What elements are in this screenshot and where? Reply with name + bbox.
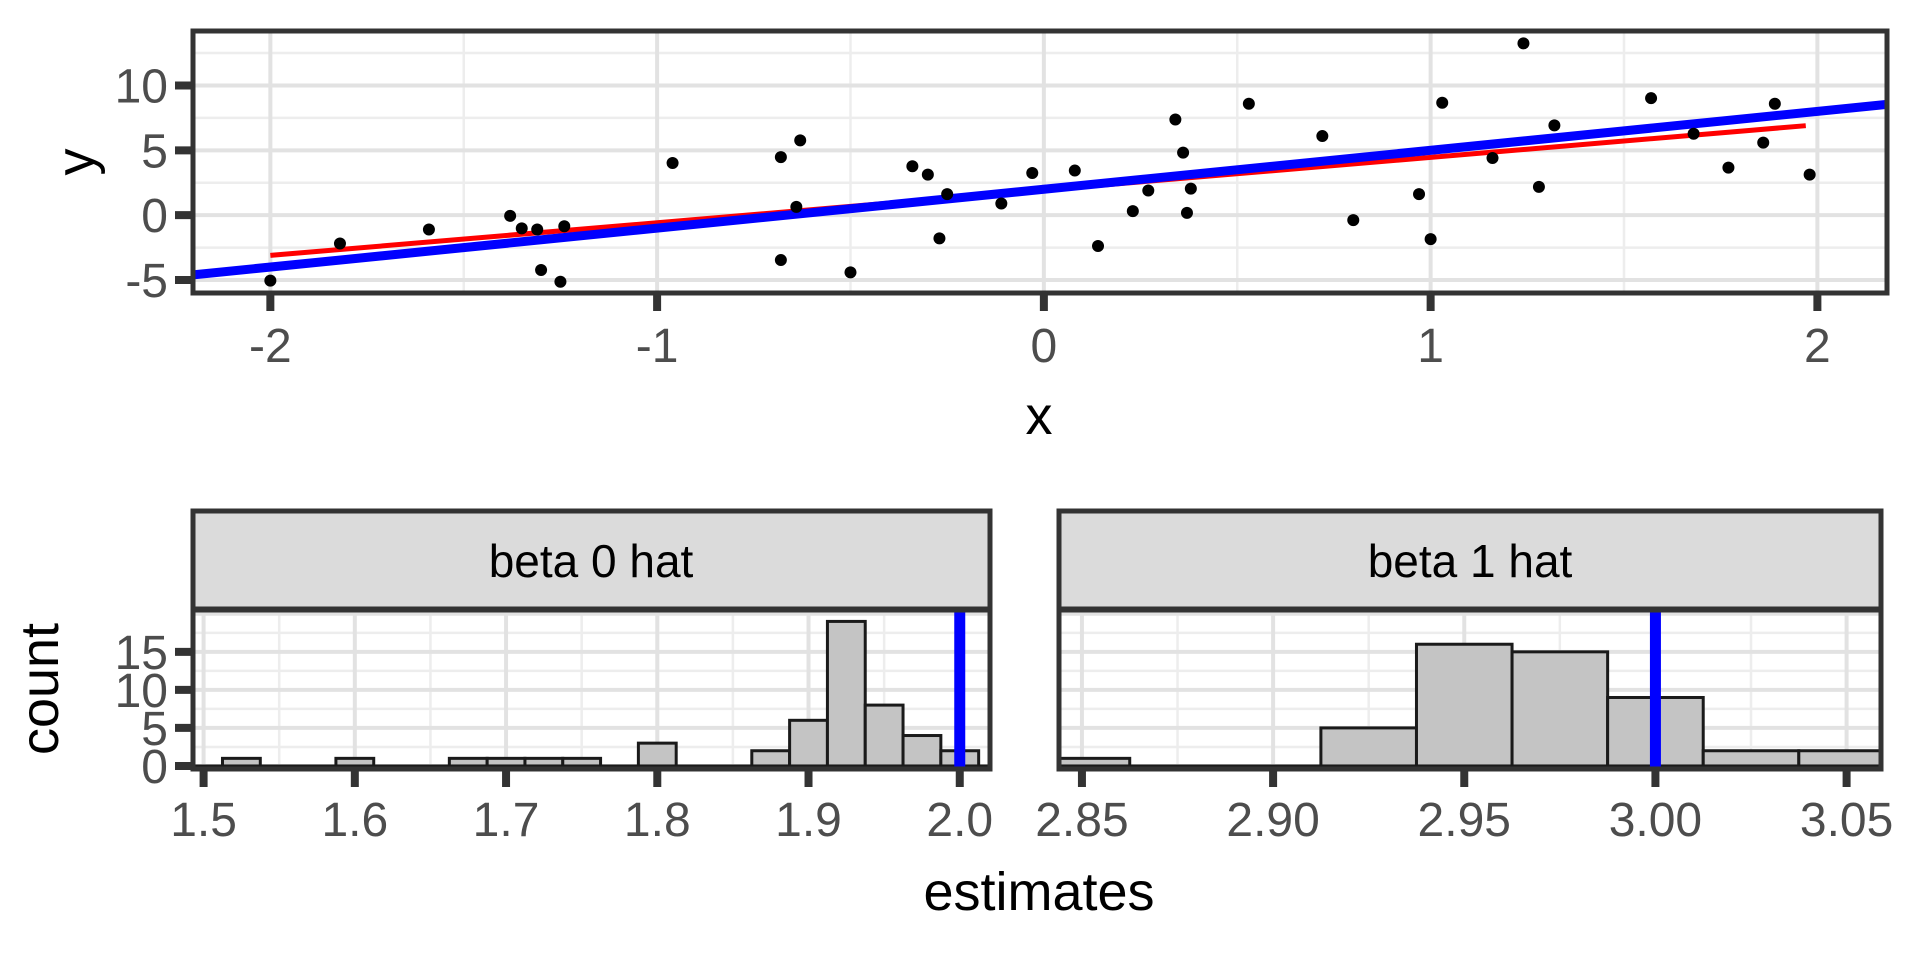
histogram-x-axis-title: estimates (923, 862, 1155, 922)
scatter-point (1068, 164, 1081, 177)
scatter-point (1126, 205, 1139, 218)
facet-strip-label-beta1: beta 1 hat (1367, 535, 1573, 587)
scatter-point (504, 209, 517, 222)
x-tick-label: 3.00 (1609, 794, 1702, 847)
y-tick-label: 10 (115, 665, 168, 718)
scatter-point (794, 134, 807, 147)
histogram-facet-1: 2.85 2.90 2.95 3.00 3.05 (1035, 508, 1893, 847)
true-line (192, 99, 1888, 280)
scatter-point (1242, 97, 1255, 110)
scatter-point (995, 197, 1008, 210)
scatter-point (1092, 240, 1105, 253)
scatter-point (1548, 119, 1561, 132)
x-tick-label: 2 (1804, 320, 1831, 373)
x-tick-label: 2.0 (926, 794, 993, 847)
scatter-point (515, 222, 528, 235)
y-tick-label: -5 (125, 255, 168, 308)
scatter-point (1687, 127, 1700, 140)
x-tick-label: 0 (1031, 320, 1058, 373)
scatter-point (1347, 214, 1360, 227)
scatter-point (1177, 146, 1190, 159)
x-tick-label: 1.9 (775, 794, 842, 847)
histogram-y-axis-title: count (10, 622, 70, 756)
scatter-point (1316, 130, 1329, 143)
x-tick-label: 1.8 (624, 794, 691, 847)
scatter-panel: -2 -1 0 1 2 -5 0 5 10 (115, 28, 1890, 373)
x-tick-label: -2 (249, 320, 292, 373)
scatter-point (906, 160, 919, 173)
scatter-point (531, 223, 544, 236)
scatter-y-axis-title: y (46, 148, 106, 176)
scatter-point (933, 232, 946, 245)
x-tick-label: 2.90 (1226, 794, 1319, 847)
scatter-point (790, 200, 803, 213)
scatter-point (1436, 96, 1449, 109)
scatter-point (921, 168, 934, 181)
scatter-point (535, 264, 548, 277)
scatter-point (1757, 136, 1770, 149)
scatter-point (1517, 37, 1530, 50)
scatter-x-axis-title: x (1025, 386, 1053, 446)
y-tick-label: 0 (141, 190, 168, 243)
y-tick-label: 5 (141, 125, 168, 178)
histogram-bar (750, 749, 792, 768)
histogram-bar (825, 619, 867, 768)
facet-strip-label-beta0: beta 0 hat (488, 535, 694, 587)
scatter-point (774, 254, 787, 267)
y-tick-label: 0 (141, 741, 168, 794)
scatter-point (554, 275, 567, 288)
histogram-bar (1510, 650, 1610, 768)
scatter-point (1169, 113, 1182, 126)
scatter-point (666, 157, 679, 170)
x-tick-label: 3.05 (1800, 794, 1893, 847)
scatter-point (941, 188, 954, 201)
x-tick-label: 1.7 (473, 794, 540, 847)
scatter-point (1768, 97, 1781, 110)
x-tick-label: 1.5 (170, 794, 237, 847)
y-tick-label: 15 (115, 627, 168, 680)
scatter-point (558, 220, 571, 233)
scatter-point (844, 266, 857, 279)
histogram-bar (636, 741, 678, 768)
scatter-point (1722, 161, 1735, 174)
scatter-point (1026, 167, 1039, 180)
histogram-bar (1319, 726, 1418, 768)
histogram-bar (788, 718, 829, 768)
histogram-bar (1414, 642, 1514, 768)
scatter-point (774, 151, 787, 164)
scatter-point (1532, 180, 1545, 193)
scatter-point (333, 237, 346, 250)
histogram-panel-border (1056, 607, 1884, 772)
scatter-point (1413, 188, 1426, 201)
x-tick-label: 1 (1417, 320, 1444, 373)
x-tick-label: 1.6 (321, 794, 388, 847)
scatter-point (1424, 233, 1437, 246)
x-tick-label: 2.85 (1035, 794, 1128, 847)
scatter-point (1184, 182, 1197, 195)
histogram-bar (1797, 749, 1883, 768)
scatter-point (1803, 168, 1816, 181)
scatter-point (264, 274, 277, 287)
scatter-point (1142, 184, 1155, 197)
histogram-bar (1701, 749, 1801, 768)
x-tick-label: 2.95 (1418, 794, 1511, 847)
histogram-bar (863, 703, 905, 768)
scatter-point (1645, 92, 1658, 105)
x-tick-label: -1 (636, 320, 679, 373)
histogram-bar (901, 734, 943, 768)
scatter-point (1486, 151, 1499, 164)
scatter-point (1180, 206, 1193, 219)
y-tick-label: 5 (141, 703, 168, 756)
scatter-point (422, 223, 435, 236)
y-tick-label: 10 (115, 60, 168, 113)
